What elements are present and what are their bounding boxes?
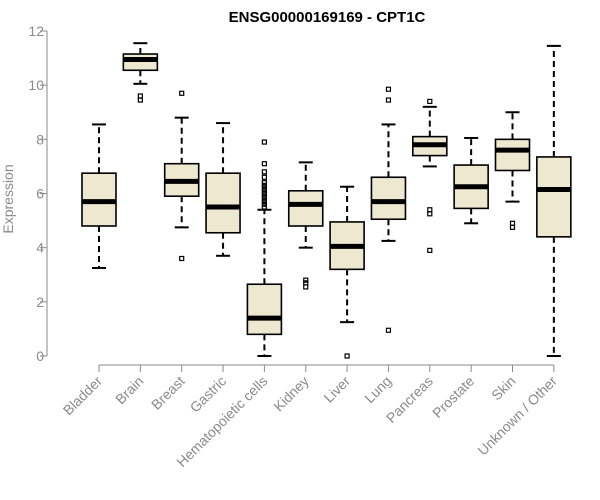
outlier-point — [261, 199, 267, 205]
outlier-point — [261, 204, 267, 210]
outlier-point — [427, 207, 433, 213]
x-tick-label: Lung — [361, 373, 394, 406]
x-tick-label: Brain — [112, 373, 146, 407]
x-tick-label: Kidney — [270, 373, 312, 415]
y-tick-label: 6 — [36, 186, 44, 202]
boxes-group — [81, 42, 572, 359]
outlier-point — [179, 90, 185, 96]
outlier-point — [261, 201, 267, 207]
x-tick-label: Prostate — [429, 373, 477, 421]
outlier-point — [137, 93, 143, 99]
y-axis-label: Expression — [0, 164, 16, 233]
outlier-point — [261, 190, 267, 197]
outlier-point — [509, 224, 516, 230]
box-bladder — [81, 123, 117, 269]
box-lung — [370, 86, 407, 333]
chart-title: ENSG00000169169 - CPT1C — [229, 9, 426, 26]
y-tick-label: 10 — [28, 77, 44, 93]
box-brain — [122, 42, 159, 103]
y-tick-label: 2 — [36, 294, 44, 310]
outlier-point — [509, 220, 516, 226]
outlier-point — [303, 280, 309, 286]
outlier-point — [261, 188, 267, 194]
outlier-point — [261, 193, 267, 199]
outlier-point — [427, 98, 433, 105]
box-pancreas — [411, 98, 448, 253]
outlier-point — [303, 277, 309, 283]
x-tick-label: Skin — [488, 373, 519, 404]
outlier-point — [385, 86, 392, 92]
x-tick-label: Bladder — [60, 373, 106, 419]
outlier-point — [261, 185, 267, 191]
iqr-box — [494, 138, 531, 172]
iqr-box — [370, 176, 407, 221]
iqr-box — [287, 189, 324, 227]
box-prostate — [453, 136, 489, 225]
outlier-point — [261, 169, 267, 175]
y-tick-label: 4 — [36, 240, 44, 256]
outlier-point — [261, 182, 267, 188]
outlier-point — [385, 327, 392, 333]
outlier-point — [303, 284, 309, 290]
outlier-point — [261, 161, 267, 167]
outlier-point — [385, 97, 392, 103]
iqr-box — [246, 283, 283, 336]
outlier-point — [179, 255, 185, 262]
y-tick-label: 12 — [28, 23, 44, 39]
box-kidney — [287, 161, 324, 290]
box-liver — [329, 185, 365, 359]
y-tick-label: 0 — [36, 348, 44, 364]
iqr-box — [122, 53, 159, 72]
outlier-point — [427, 247, 433, 253]
box-unknown-other — [536, 44, 572, 357]
outlier-point — [344, 353, 350, 359]
y-tick-label: 8 — [36, 131, 44, 147]
box-gastric — [205, 122, 241, 257]
box-breast — [163, 90, 200, 262]
outlier-point — [261, 180, 267, 186]
box-hematopoietic-cells — [246, 139, 283, 357]
outlier-point — [261, 139, 267, 145]
outlier-point — [261, 174, 267, 180]
iqr-box — [536, 156, 572, 238]
box-skin — [494, 111, 531, 230]
outlier-point — [261, 196, 267, 202]
y-axis: 0 2 4 6 8 10 12 — [28, 23, 48, 364]
outlier-point — [137, 97, 143, 103]
x-tick-label: Liver — [320, 373, 353, 406]
outlier-point — [427, 211, 433, 217]
x-tick-label: Breast — [148, 373, 188, 413]
iqr-box — [205, 172, 241, 234]
